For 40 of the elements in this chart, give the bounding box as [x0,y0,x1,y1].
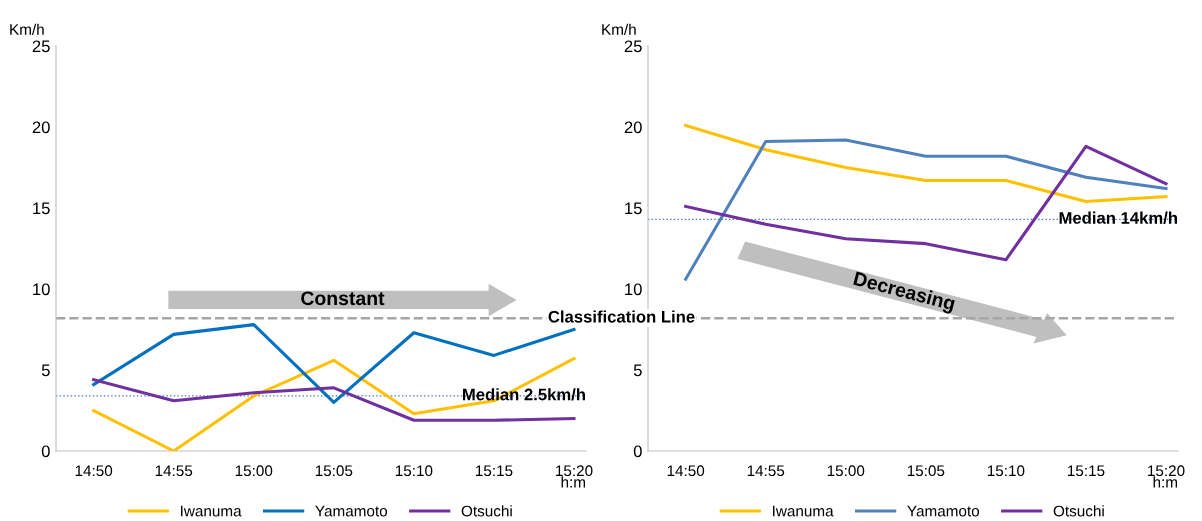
y-tick-label: 10 [625,283,642,296]
y-tick-label: 0 [41,445,50,458]
x-tick-label: 14:50 [75,465,113,477]
x-axis-title: h:m [561,476,585,488]
x-tick-label: 15:15 [475,465,513,477]
x-axis-title: h:m [1153,476,1177,488]
ref-line-label: Median 14km/h [1059,211,1177,224]
x-tick-label: 15:20 [1148,465,1185,477]
x-tick-label: 15:20 [556,465,593,477]
y-tick-label: 15 [33,202,50,215]
y-tick-label: 0 [633,445,642,458]
x-tick-label: 15:05 [907,465,945,477]
x-tick-label: 15:10 [987,465,1025,477]
x-tick-label: 15:05 [315,465,353,477]
legend-label: Yamamoto [315,505,388,517]
legend-label: Otsuchi [461,505,512,517]
y-tick-label: 20 [624,121,642,134]
x-tick-label: 15:00 [235,465,273,477]
y-axis-title: Km/h [10,23,44,35]
y-tick-label: 20 [32,121,50,134]
y-tick-label: 25 [624,40,642,53]
y-tick-label: 25 [32,40,50,53]
ref-line-label: Classification Line [548,310,695,323]
legend-label: Otsuchi [1053,505,1104,517]
x-tick-label: 15:10 [395,465,433,477]
x-tick-label: 14:55 [747,465,785,477]
x-tick-label: 14:50 [667,465,705,477]
legend-label: Iwanuma [773,505,834,517]
annotation: Constant [301,291,385,306]
legend-label: Iwanuma [181,505,242,517]
legend-label: Yamamoto [907,505,980,517]
line-series [684,123,1168,204]
x-tick-label: 15:15 [1067,465,1105,477]
x-tick-label: 14:55 [155,465,193,477]
y-tick-label: 15 [625,202,642,215]
y-tick-label: 5 [41,364,50,377]
y-tick-label: 10 [33,283,50,296]
y-tick-label: 5 [633,364,642,377]
y-axis-title: Km/h [602,23,636,35]
x-tick-label: 15:00 [827,465,865,477]
